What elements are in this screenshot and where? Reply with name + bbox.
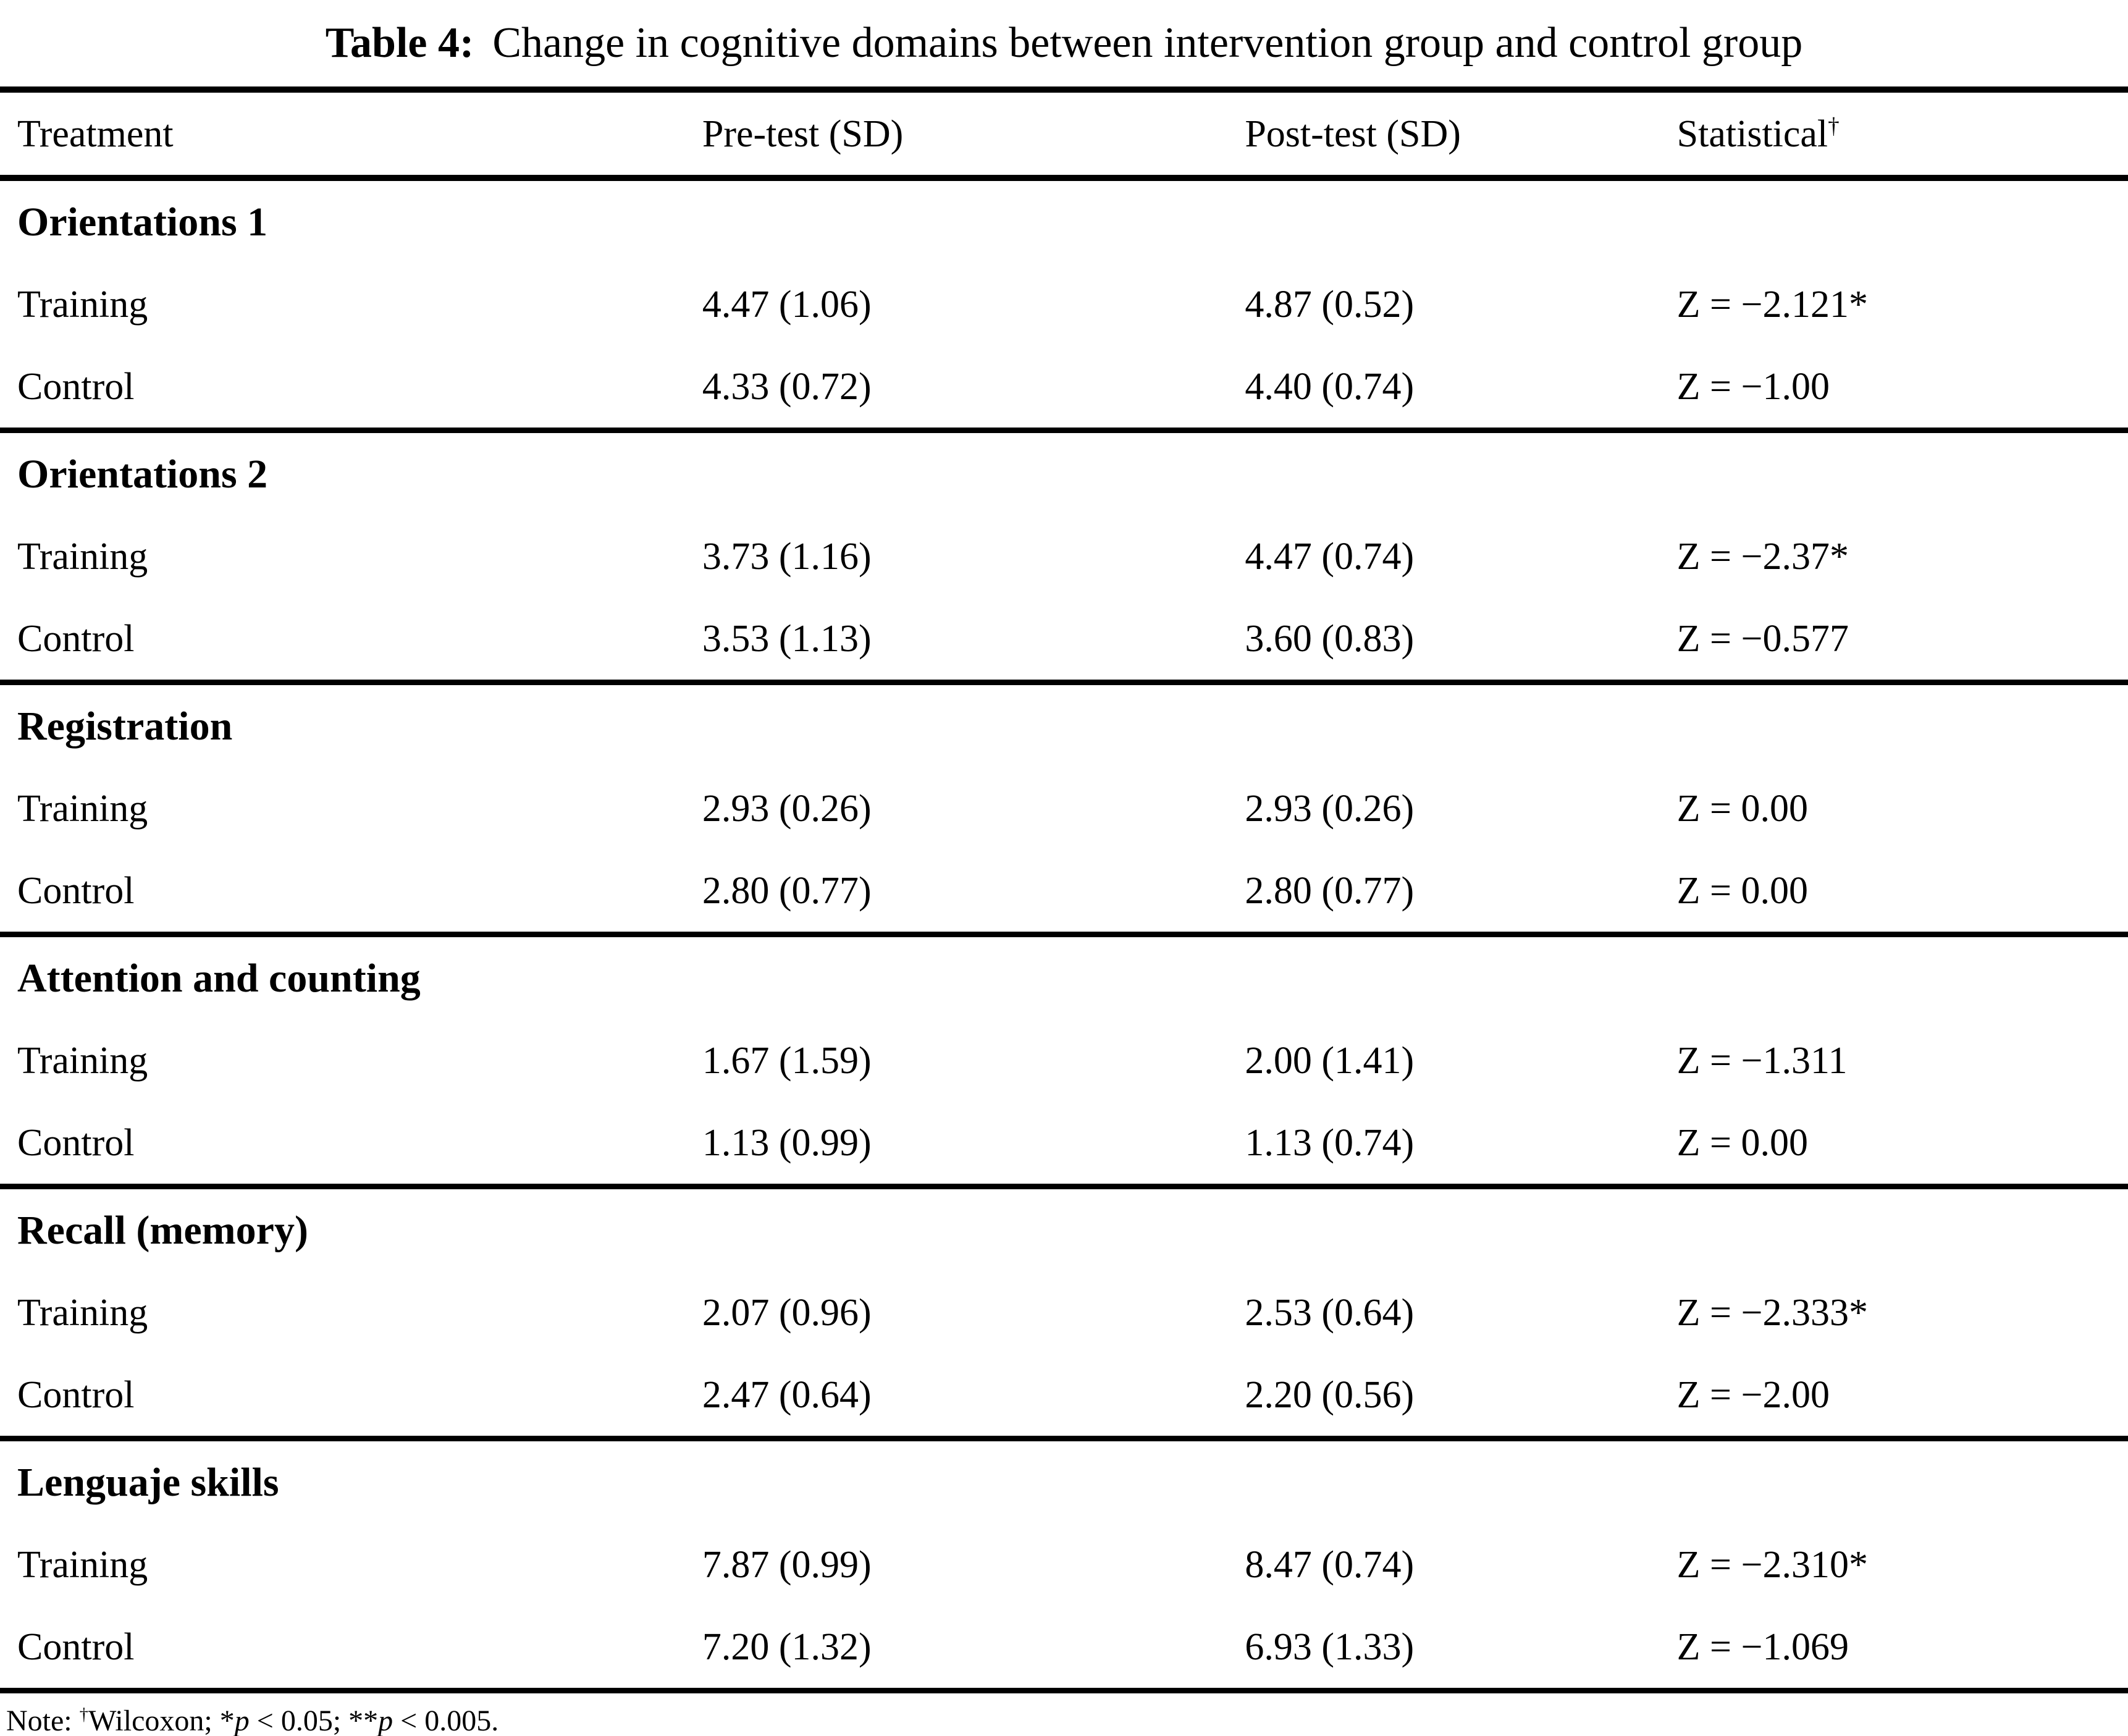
section-header-row: Recall (memory) [0, 1184, 2128, 1271]
statistical-cell: Z = −1.069 [1676, 1606, 2128, 1693]
statistical-cell: Z = 0.00 [1676, 869, 1808, 912]
col-header-treatment: Treatment [0, 86, 702, 181]
treatment-cell: Control [17, 365, 135, 408]
posttest-cell: 4.47 (0.74) [1245, 535, 1415, 578]
statistical-cell: Z = −2.121* [1676, 283, 1868, 326]
section-title: Attention and counting [0, 932, 2128, 1019]
treatment-cell: Training [17, 1291, 148, 1334]
table-row: Training 2.07 (0.96) 2.53 (0.64) Z = −2.… [0, 1271, 2128, 1354]
table-caption-label: Table 4: [325, 19, 474, 67]
treatment-cell: Control [17, 1373, 135, 1416]
table-row: Control 3.53 (1.13) 3.60 (0.83) Z = −0.5… [0, 597, 2128, 683]
pretest-cell: 3.73 (1.16) [702, 535, 872, 578]
posttest-cell: 2.80 (0.77) [1245, 869, 1415, 912]
header-row: Treatment Pre-test (SD) Post-test (SD) S… [0, 86, 2128, 181]
footnote-p2: p [378, 1704, 393, 1736]
statistical-cell: Z = −1.00 [1676, 365, 1830, 408]
treatment-cell: Training [17, 1543, 148, 1586]
statistical-cell: Z = 0.00 [1676, 787, 1808, 830]
treatment-cell: Control [0, 1606, 702, 1693]
pretest-cell: 2.07 (0.96) [702, 1291, 872, 1334]
statistical-cell: Z = 0.00 [1676, 1121, 1808, 1164]
treatment-cell: Training [17, 283, 148, 326]
table-row: Control 4.33 (0.72) 4.40 (0.74) Z = −1.0… [0, 345, 2128, 431]
statistical-cell: Z = −2.310* [1676, 1543, 1868, 1586]
footnote: Note: †Wilcoxon; *p < 0.05; **p < 0.005. [0, 1693, 2128, 1736]
section-header-row: Attention and counting [0, 932, 2128, 1019]
treatment-cell: Control [17, 617, 135, 660]
statistical-cell: Z = −2.333* [1676, 1291, 1868, 1334]
statistical-cell: Z = −1.311 [1676, 1039, 1848, 1082]
table-row: Control 2.80 (0.77) 2.80 (0.77) Z = 0.00 [0, 849, 2128, 935]
footnote-dagger-icon: † [79, 1704, 89, 1724]
posttest-cell: 1.13 (0.74) [1245, 1121, 1415, 1164]
pretest-cell: 7.87 (0.99) [702, 1543, 872, 1586]
treatment-cell: Control [17, 1121, 135, 1164]
posttest-cell: 4.40 (0.74) [1245, 365, 1415, 408]
footnote-p1: p [234, 1704, 250, 1736]
table-caption-text: Change in cognitive domains between inte… [492, 19, 1803, 67]
table-row: Training 7.87 (0.99) 8.47 (0.74) Z = −2.… [0, 1523, 2128, 1606]
section-title: Registration [0, 680, 2128, 767]
pretest-cell: 2.80 (0.77) [702, 869, 872, 912]
table-row: Control 2.47 (0.64) 2.20 (0.56) Z = −2.0… [0, 1354, 2128, 1439]
col-header-pretest: Pre-test (SD) [702, 86, 1245, 181]
pretest-cell: 1.13 (0.99) [702, 1121, 872, 1164]
section-title: Orientations 1 [0, 175, 2128, 263]
statistical-cell: Z = −2.37* [1676, 535, 1849, 578]
posttest-cell: 2.93 (0.26) [1245, 787, 1415, 830]
posttest-cell: 4.87 (0.52) [1245, 283, 1415, 326]
section-title: Recall (memory) [0, 1184, 2128, 1271]
table-row: Control 1.13 (0.99) 1.13 (0.74) Z = 0.00 [0, 1102, 2128, 1187]
posttest-cell: 8.47 (0.74) [1245, 1543, 1415, 1586]
pretest-cell: 2.93 (0.26) [702, 787, 872, 830]
section-header-row: Lenguaje skills [0, 1436, 2128, 1523]
table-row: Training 3.73 (1.16) 4.47 (0.74) Z = −2.… [0, 515, 2128, 597]
treatment-cell: Training [17, 535, 148, 578]
section-header-row: Orientations 2 [0, 428, 2128, 515]
posttest-cell: 6.93 (1.33) [1245, 1606, 1677, 1693]
footnote-threshold2: < 0.005. [393, 1704, 499, 1736]
pretest-cell: 2.47 (0.64) [702, 1373, 872, 1416]
table-row: Training 1.67 (1.59) 2.00 (1.41) Z = −1.… [0, 1019, 2128, 1102]
treatment-cell: Training [17, 787, 148, 830]
section-title: Lenguaje skills [0, 1436, 2128, 1523]
statistical-cell: Z = −0.577 [1676, 617, 1849, 660]
col-header-statistical: Statistical† [1676, 86, 2128, 181]
posttest-cell: 2.53 (0.64) [1245, 1291, 1415, 1334]
table-row: Training 4.47 (1.06) 4.87 (0.52) Z = −2.… [0, 263, 2128, 345]
statistical-cell: Z = −2.00 [1676, 1373, 1830, 1416]
col-header-posttest: Post-test (SD) [1245, 86, 1677, 181]
treatment-cell: Control [17, 869, 135, 912]
col-header-statistical-label: Statistical [1676, 112, 1828, 155]
pretest-cell: 4.47 (1.06) [702, 283, 872, 326]
posttest-cell: 2.00 (1.41) [1245, 1039, 1415, 1082]
treatment-cell: Training [17, 1039, 148, 1082]
table-row: Control 7.20 (1.32) 6.93 (1.33) Z = −1.0… [0, 1606, 2128, 1693]
posttest-cell: 2.20 (0.56) [1245, 1373, 1415, 1416]
table-row: Training 2.93 (0.26) 2.93 (0.26) Z = 0.0… [0, 767, 2128, 849]
footnote-wilcoxon: Wilcoxon; * [88, 1704, 235, 1736]
section-title: Orientations 2 [0, 428, 2128, 515]
pretest-cell: 4.33 (0.72) [702, 365, 872, 408]
footnote-threshold1: < 0.05; ** [249, 1704, 379, 1736]
cognitive-domains-table: Treatment Pre-test (SD) Post-test (SD) S… [0, 86, 2128, 1693]
footnote-label: Note: [6, 1704, 80, 1736]
section-header-row: Registration [0, 680, 2128, 767]
table-caption: Table 4: Change in cognitive domains bet… [0, 0, 2128, 86]
pretest-cell: 3.53 (1.13) [702, 617, 872, 660]
pretest-cell: 7.20 (1.32) [702, 1606, 1245, 1693]
section-header-row: Orientations 1 [0, 175, 2128, 263]
posttest-cell: 3.60 (0.83) [1245, 617, 1415, 660]
dagger-superscript: † [1828, 112, 1840, 138]
pretest-cell: 1.67 (1.59) [702, 1039, 872, 1082]
